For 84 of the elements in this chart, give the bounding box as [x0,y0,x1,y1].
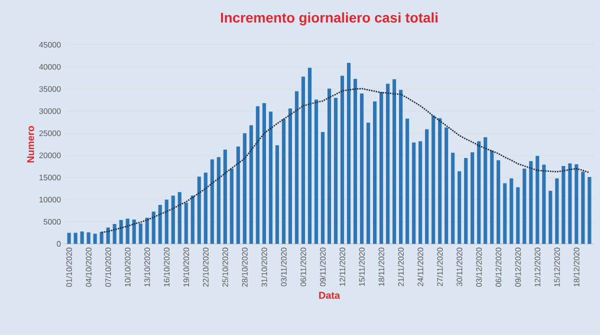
bar [80,231,84,244]
bar [510,178,514,244]
bar [581,172,585,244]
bar [334,98,338,244]
bar [477,141,481,244]
bar [249,125,253,244]
bar [171,195,175,244]
bar [204,172,208,244]
bar [158,204,162,244]
bar [256,106,260,244]
bar [242,133,246,244]
bar [516,187,520,244]
bar [406,118,410,244]
bar [230,168,234,244]
bar [470,152,474,244]
bar [282,118,286,244]
bar [458,171,462,244]
bar [178,192,182,244]
bar [464,158,468,244]
bar [451,152,455,244]
bar [542,164,546,244]
bar [346,62,351,244]
bar [522,168,526,244]
bar [418,141,422,244]
bar [503,183,507,244]
bar [490,150,494,244]
bar [236,146,240,244]
bar [399,90,403,244]
bar [93,233,97,244]
bar [190,195,194,244]
bar [438,118,442,244]
bar [412,142,416,244]
bar [327,88,332,244]
bar [262,102,266,244]
bar [275,144,279,244]
bar [86,232,90,244]
bar [145,218,149,244]
bar [360,93,364,244]
bar [112,224,116,244]
bar [588,176,592,244]
bar [425,129,429,244]
bar [119,220,123,244]
bar [106,227,110,244]
x-axis-title: Data [319,292,340,299]
bar [340,76,344,244]
bar [138,223,142,244]
bar [74,232,78,244]
bar [366,122,370,244]
bar [574,164,578,244]
bar [126,218,130,244]
bar [353,78,358,244]
bar [100,232,104,244]
bar [210,159,214,244]
bar [548,190,552,244]
bar [184,202,188,244]
bar [536,156,540,244]
bar [152,211,156,244]
bar [294,91,299,244]
y-axis-title: Numero [27,126,34,162]
bar [288,108,292,244]
bar [301,76,306,244]
bar [392,79,396,244]
bar [386,84,390,244]
bar [444,127,448,244]
bar [67,232,71,244]
bar [484,137,488,244]
bar [164,199,168,244]
bar [555,178,559,244]
bar [308,68,312,244]
bar [380,92,384,244]
bar [268,111,272,244]
bar [320,132,325,244]
bar [568,163,572,244]
bar [216,156,220,244]
bar [132,219,136,244]
bar [562,166,566,244]
chart-title: Incremento giornaliero casi totali [221,12,438,26]
bar [432,115,436,244]
bar [496,160,500,244]
bar [223,149,227,244]
bar [372,101,377,244]
bar [314,99,318,244]
bar [529,160,533,244]
bar [197,176,201,244]
